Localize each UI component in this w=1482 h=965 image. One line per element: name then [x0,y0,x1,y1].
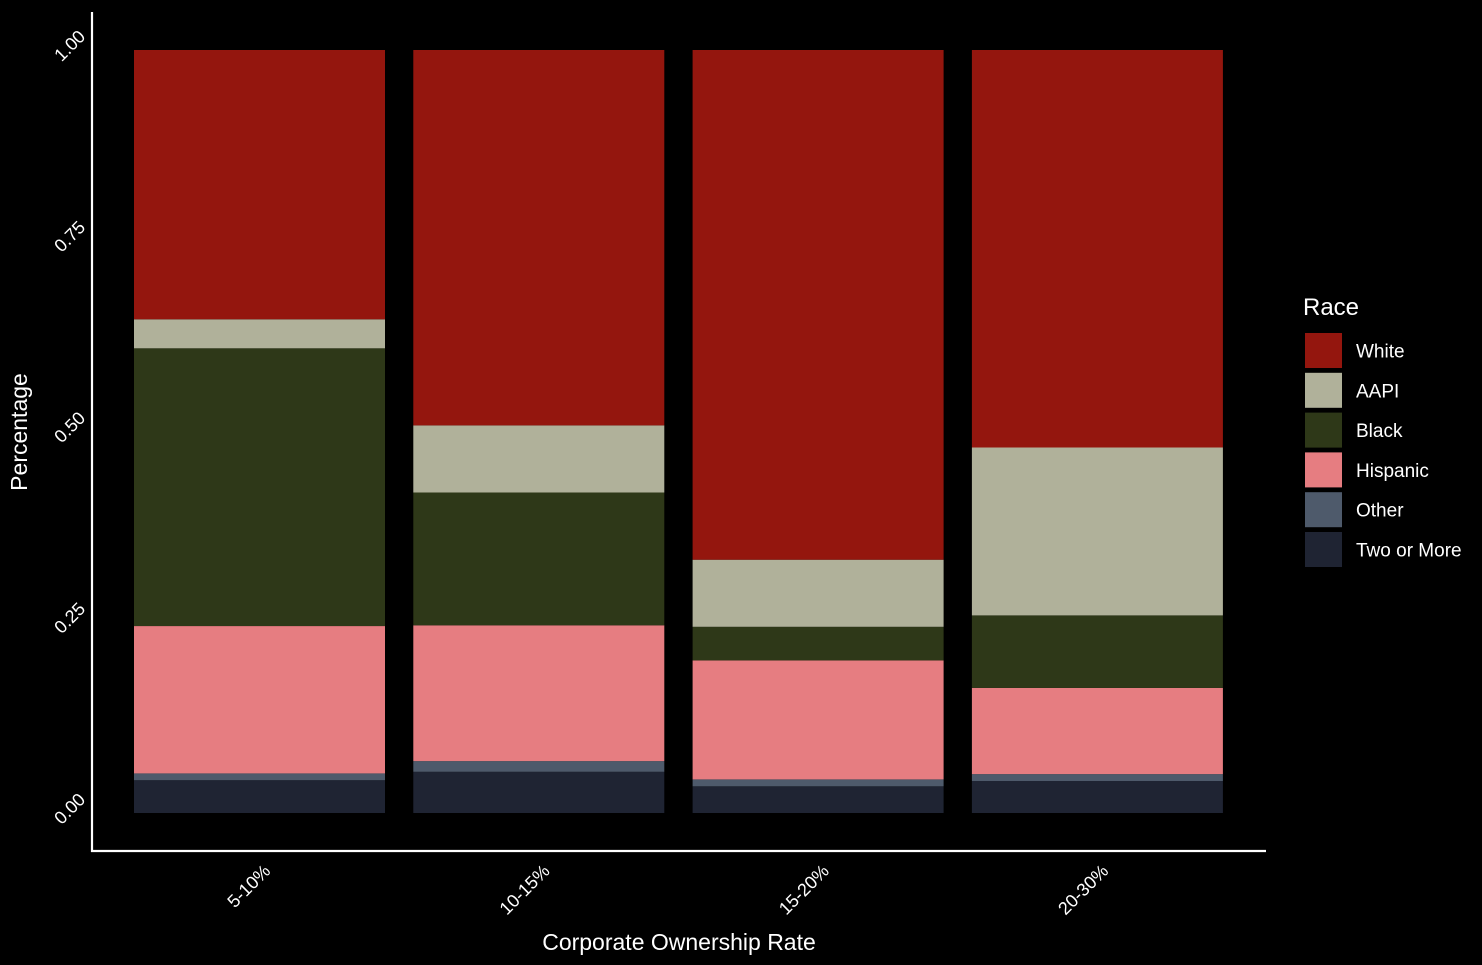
bar-segment-15-20-aapi [692,559,944,627]
axes-layer [90,12,1266,853]
y-tick-label-0-25: 0.25 [50,599,89,638]
bar-segment-20-30-other [971,774,1223,781]
bar-segment-10-15-black [413,492,665,626]
x-tick-label-20-30: 20-30% [1054,861,1112,919]
bar-segment-5-10-hispanic [134,626,385,774]
y-tick-label-0-75: 0.75 [50,217,89,256]
legend-key-other [1305,492,1342,528]
legend-key-two-or-more [1305,532,1342,567]
bars-layer [134,50,1223,813]
legend-key-hispanic [1305,452,1342,488]
legend: Race White AAPI Black Hispanic Other Two or M… [1303,294,1462,567]
bar-segment-15-20-white [692,50,944,560]
x-axis-title: Corporate Ownership Rate [542,929,816,955]
legend-label-hispanic: Hispanic [1356,461,1429,482]
x-tick-labels: 5-10% 10-15% 15-20% 20-30% [223,861,1112,919]
bar-segment-20-30-two-or-more [971,781,1223,813]
bar-segment-5-10-aapi [134,319,385,349]
bar-segment-15-20-two-or-more [692,786,944,813]
y-tick-label-0-00: 0.00 [50,789,89,828]
bar-segment-10-15-aapi [413,425,665,493]
bar-segment-20-30-white [971,50,1223,448]
legend-title: Race [1303,294,1359,321]
x-tick-label-10-15: 10-15% [496,861,554,919]
legend-label-two-or-more: Two or More [1356,541,1462,562]
bar-segment-10-15-hispanic [413,625,665,762]
legend-key-black [1305,412,1342,448]
bar-segment-20-30-hispanic [971,687,1223,775]
bar-segment-10-15-white [413,50,665,426]
bar-segment-5-10-black [134,348,385,626]
legend-label-aapi: AAPI [1356,381,1399,402]
legend-label-black: Black [1356,421,1403,442]
y-axis-title: Percentage [6,373,32,491]
bar-segment-5-10-white [134,50,385,320]
bar-segment-15-20-other [692,779,944,787]
y-tick-labels: 0.00 0.25 0.50 0.75 1.00 [50,26,89,828]
bar-segment-15-20-hispanic [692,660,944,780]
x-tick-label-15-20: 15-20% [775,861,833,919]
bar-segment-10-15-two-or-more [413,771,665,813]
legend-label-white: White [1356,342,1405,363]
bar-segment-10-15-other [413,761,665,772]
y-tick-label-0-50: 0.50 [50,408,89,447]
bar-segment-15-20-black [692,626,944,661]
bar-segment-5-10-other [134,773,385,781]
legend-key-white [1305,333,1342,368]
legend-key-aapi [1305,372,1342,408]
legend-label-other: Other [1356,501,1404,522]
bar-segment-20-30-aapi [971,447,1223,616]
y-tick-label-1-00: 1.00 [50,26,89,65]
bar-segment-5-10-two-or-more [134,780,385,813]
bar-segment-20-30-black [971,615,1223,688]
x-tick-label-5-10: 5-10% [223,861,274,912]
